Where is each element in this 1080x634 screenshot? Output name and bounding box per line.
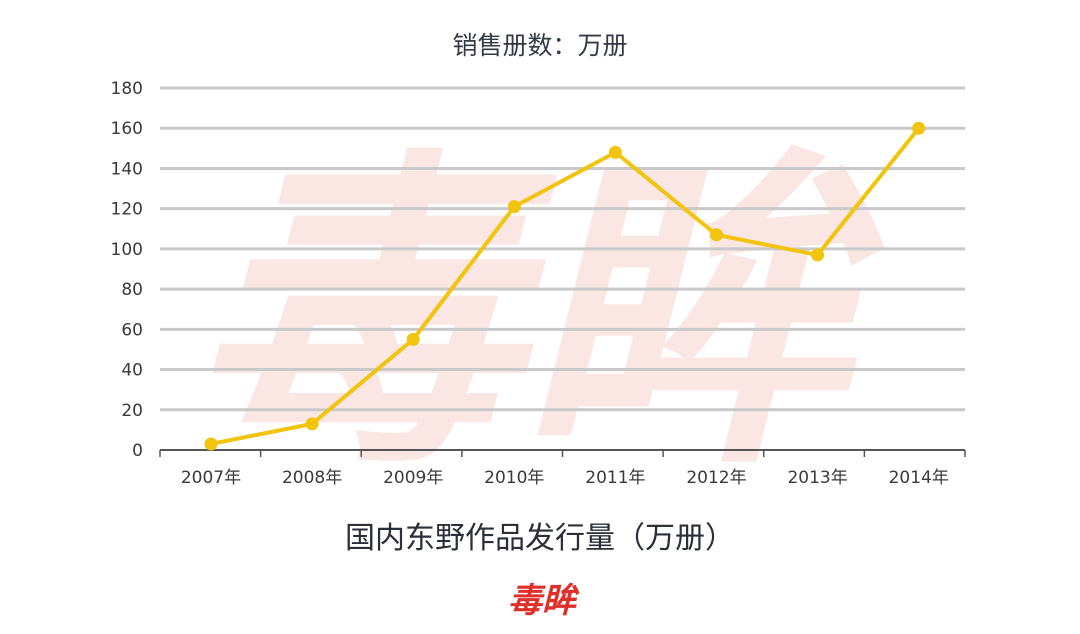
series-line [209,126,921,446]
grid-lines [160,86,965,451]
y-tick-label: 60 [121,320,143,340]
series-points [204,121,926,451]
unit-label: 销售册数：万册 [452,31,627,60]
y-tick-label: 120 [111,200,143,220]
y-tick-label: 140 [111,159,143,179]
data-point [305,417,319,431]
x-axis-ticks: 2007年 2008年 2009年 2010年 2011年 2012年 2013年 2014年 [159,450,966,488]
data-point [811,248,825,262]
y-tick-label: 160 [111,119,143,139]
data-point [608,145,622,159]
data-point [507,200,521,214]
y-tick-label: 100 [111,240,143,260]
x-tick-label: 2014年 [889,468,949,488]
data-point [710,228,723,242]
x-tick-label: 2008年 [282,468,342,488]
x-tick-label: 2012年 [686,468,746,488]
watermark-logo: 毒眸 [190,124,886,508]
brand-logo: 毒眸 [508,581,580,621]
x-tick-label: 2009年 [383,468,443,488]
y-tick-label: 180 [111,79,143,99]
data-point [406,332,420,346]
y-tick-label: 40 [121,361,143,381]
y-axis-ticks: 0 20 40 60 80 100 120 140 160 180 [111,79,143,461]
y-tick-label: 0 [132,441,143,461]
y-tick-label: 80 [121,280,143,300]
data-point [204,437,218,451]
x-tick-label: 2013年 [787,468,847,488]
x-tick-label: 2011年 [585,468,645,488]
x-tick-label: 2007年 [181,468,241,488]
y-tick-label: 20 [121,401,143,421]
x-tick-label: 2010年 [484,468,544,488]
data-point [912,121,926,135]
series-line-group [209,126,921,446]
chart-title: 国内东野作品发行量（万册） [345,521,735,556]
watermark-char-1: 毒眸 [190,124,886,508]
